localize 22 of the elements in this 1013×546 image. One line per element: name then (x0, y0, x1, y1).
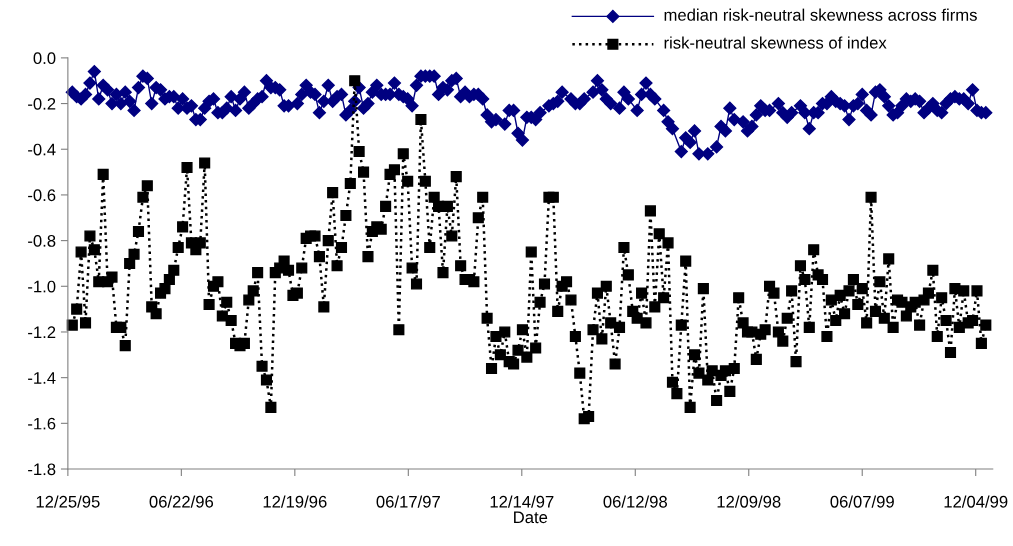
x-tick-label: 12/19/96 (263, 495, 327, 508)
legend-label: risk-neutral skewness of index (664, 36, 887, 49)
legend-label: median risk-neutral skewness across firms (664, 8, 977, 21)
y-tick-label: -1.4 (28, 372, 56, 384)
y-tick-label: -1.6 (28, 417, 56, 430)
x-tick-label: 06/17/97 (376, 495, 440, 508)
y-tick-label: -1.0 (28, 280, 56, 293)
y-tick-label: -1.8 (28, 463, 56, 476)
x-tick-label: 06/12/98 (603, 495, 667, 508)
x-tick-label: 06/07/99 (830, 495, 894, 508)
x-axis-title: Date (514, 511, 548, 524)
y-tick-label: -0.6 (28, 189, 56, 202)
y-tick-label: -0.8 (28, 235, 56, 247)
x-tick-label: 12/25/95 (36, 495, 100, 508)
y-tick-label: -0.2 (28, 97, 56, 110)
y-tick-label: -0.4 (28, 143, 56, 156)
x-tick-label: 12/09/98 (717, 495, 781, 508)
x-tick-label: 06/22/96 (149, 495, 214, 508)
y-tick-label: 0.0 (33, 52, 56, 65)
x-tick-label: 12/04/99 (944, 495, 1008, 508)
y-tick-label: -1.2 (28, 326, 56, 339)
x-tick-label: 12/14/97 (490, 495, 554, 508)
